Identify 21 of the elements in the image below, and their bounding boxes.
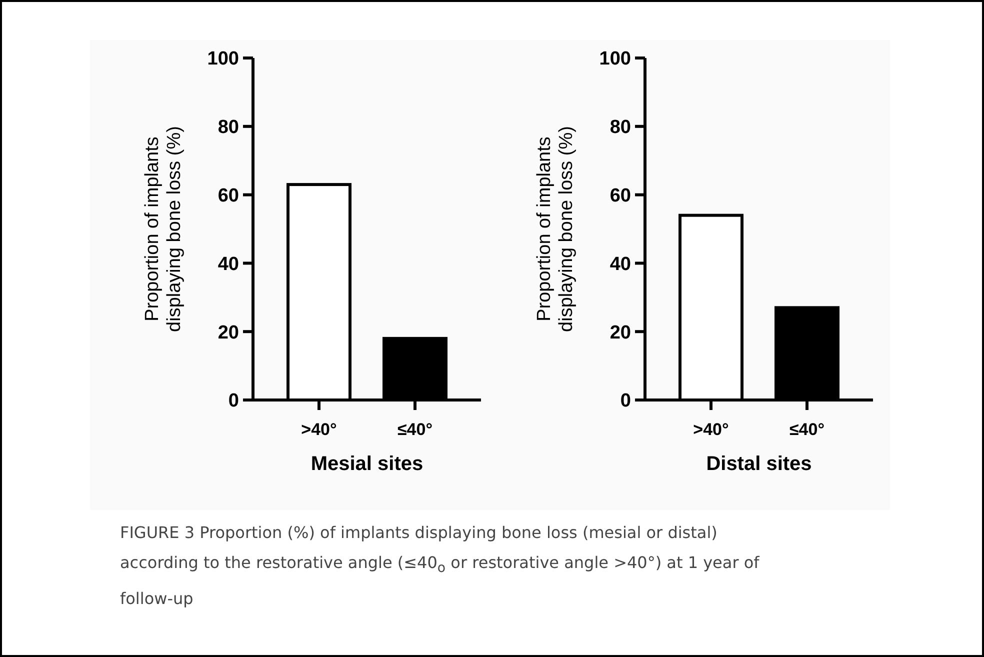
y-axis-title: Proportion of implants displaying bone loss (%)	[142, 126, 185, 332]
y-tick-label: 60	[218, 185, 239, 206]
y-tick-label: 100	[207, 48, 239, 70]
y-tick-label: 80	[610, 117, 631, 138]
y-tick-label: 40	[610, 254, 631, 275]
y-axis-title: Proportion of implants displaying bone loss (%)	[534, 126, 577, 332]
y-tick-label: 20	[218, 322, 239, 344]
x-tick-label: ≤40°	[789, 420, 825, 439]
text: FIGURE 3 Proportion (%) of implants displaying bone loss (mesial or distal) according to the restorative angle (≤40$_{o}$ or restorative angle >40°) at 1 year of follow-up	[120, 523, 760, 608]
y-tick-label: 0	[228, 390, 239, 412]
x-tick-label: >40°	[301, 420, 338, 439]
x-tick-label: >40°	[693, 420, 730, 439]
x-axis-title: Distal sites	[706, 453, 812, 475]
y-tick-label: 0	[620, 390, 631, 412]
y-tick-label: 20	[610, 322, 631, 344]
x-tick-label: ≤40°	[397, 420, 433, 439]
y-tick-label: 60	[610, 185, 631, 206]
x-axis-title: Mesial sites	[310, 453, 424, 475]
y-tick-label: 80	[218, 117, 239, 138]
y-tick-label: 100	[599, 48, 631, 70]
y-tick-label: 40	[218, 254, 239, 275]
